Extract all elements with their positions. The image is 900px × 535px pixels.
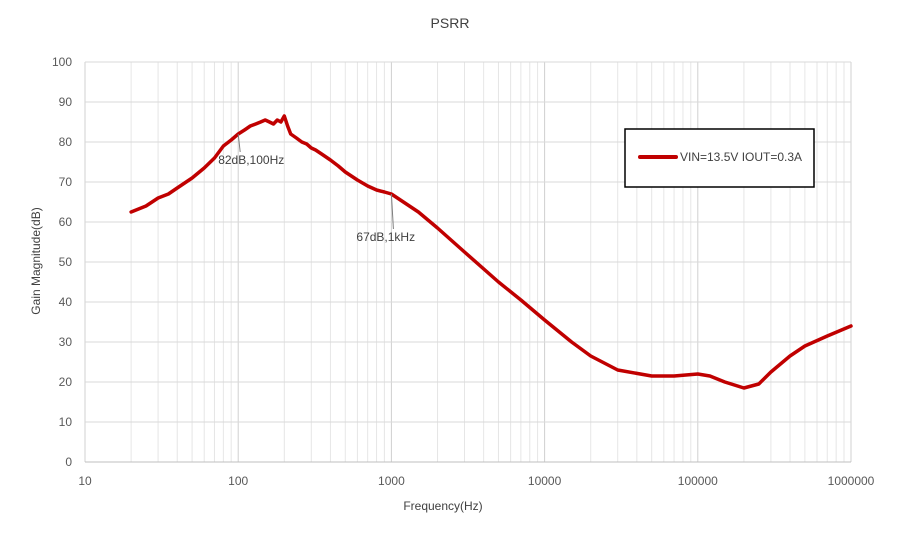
y-tick-label: 30	[59, 335, 73, 349]
y-tick-label: 100	[52, 55, 72, 69]
y-tick-label: 50	[59, 255, 73, 269]
y-axis-tick-labels: 0 10 20 30 40 50 60 70 80 90 100	[52, 55, 72, 469]
x-tick-label: 1000000	[828, 474, 875, 488]
annotation-label: 82dB,100Hz	[218, 153, 284, 167]
legend-label: VIN=13.5V IOUT=0.3A	[680, 150, 802, 164]
annotation-leader	[390, 193, 394, 230]
y-tick-label: 80	[59, 135, 73, 149]
annotation-layer: 82dB,100Hz 67dB,1kHz	[218, 133, 415, 244]
x-tick-label: 100000	[678, 474, 718, 488]
y-tick-label: 10	[59, 415, 73, 429]
series-layer	[129, 114, 853, 390]
y-axis-title: Gain Magnitude(dB)	[29, 207, 43, 314]
x-tick-label: 10000	[528, 474, 562, 488]
y-tick-label: 40	[59, 295, 73, 309]
annotation-leader	[237, 133, 241, 153]
y-tick-label: 60	[59, 215, 73, 229]
x-tick-label: 1000	[378, 474, 405, 488]
legend: VIN=13.5V IOUT=0.3A	[624, 128, 815, 188]
x-tick-label: 100	[228, 474, 248, 488]
x-axis-tick-labels: 10 100 1000 10000 100000 1000000	[78, 474, 874, 488]
chart-title: PSRR	[431, 15, 470, 31]
major-gridlines	[84, 61, 852, 463]
annotation-label: 67dB,1kHz	[356, 230, 415, 244]
x-tick-label: 10	[78, 474, 92, 488]
series-line	[129, 114, 853, 390]
y-tick-label: 90	[59, 95, 73, 109]
x-axis-title: Frequency(Hz)	[403, 499, 482, 513]
y-tick-label: 70	[59, 175, 73, 189]
y-tick-label: 20	[59, 375, 73, 389]
y-tick-label: 0	[65, 455, 72, 469]
